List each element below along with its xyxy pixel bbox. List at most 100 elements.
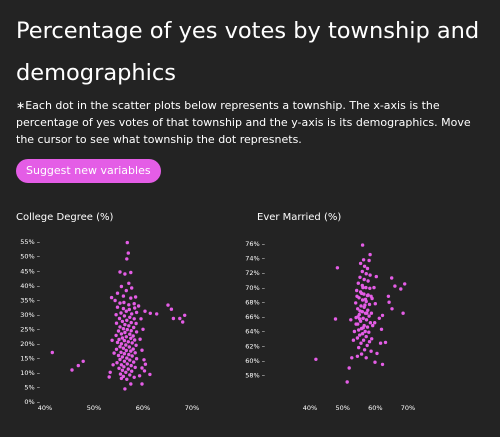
township-dot[interactable] [370, 337, 374, 341]
township-dot[interactable] [129, 270, 133, 275]
township-dot[interactable] [119, 350, 123, 354]
township-dot[interactable] [363, 297, 368, 301]
township-dot[interactable] [127, 281, 131, 285]
township-dot[interactable] [114, 333, 118, 338]
township-dot[interactable] [120, 368, 125, 372]
township-dot[interactable] [121, 306, 126, 311]
township-dot[interactable] [143, 362, 148, 366]
township-dot[interactable] [122, 338, 127, 343]
township-dot[interactable] [358, 261, 363, 266]
township-dot[interactable] [112, 351, 116, 355]
township-dot[interactable] [352, 329, 357, 334]
township-dot[interactable] [107, 375, 111, 379]
township-dot[interactable] [113, 298, 117, 303]
township-dot[interactable] [362, 277, 366, 282]
township-dot[interactable] [120, 319, 125, 324]
township-dot[interactable] [367, 314, 371, 318]
township-dot[interactable] [129, 349, 133, 353]
township-dot[interactable] [122, 314, 127, 318]
township-dot[interactable] [127, 352, 131, 357]
township-dot[interactable] [140, 348, 144, 352]
township-dot[interactable] [123, 322, 127, 327]
township-dot[interactable] [127, 345, 131, 349]
township-dot[interactable] [361, 326, 365, 330]
township-dot[interactable] [129, 382, 133, 386]
township-dot[interactable] [125, 356, 129, 360]
township-dot[interactable] [368, 252, 372, 257]
township-dot[interactable] [355, 336, 360, 340]
township-dot[interactable] [372, 285, 376, 290]
township-dot[interactable] [357, 345, 361, 350]
township-dot[interactable] [134, 310, 139, 315]
township-dot[interactable] [121, 294, 126, 298]
township-dot[interactable] [125, 377, 129, 381]
township-dot[interactable] [117, 366, 121, 370]
township-dot[interactable] [386, 294, 391, 298]
township-dot[interactable] [360, 269, 364, 274]
township-dot[interactable] [109, 295, 114, 300]
township-dot[interactable] [118, 345, 122, 349]
township-dot[interactable] [355, 354, 360, 358]
township-dot[interactable] [138, 337, 142, 341]
township-dot[interactable] [129, 320, 133, 325]
township-dot[interactable] [363, 303, 367, 307]
township-dot[interactable] [132, 360, 136, 364]
township-dot[interactable] [370, 296, 374, 301]
township-dot[interactable] [351, 338, 356, 342]
township-dot[interactable] [127, 303, 131, 307]
township-dot[interactable] [132, 302, 136, 306]
township-dot[interactable] [124, 288, 128, 293]
township-dot[interactable] [364, 272, 368, 276]
township-dot[interactable] [358, 309, 362, 313]
township-dot[interactable] [134, 357, 139, 361]
township-dot[interactable] [128, 358, 132, 362]
township-dot[interactable] [360, 243, 365, 247]
township-dot[interactable] [124, 309, 128, 313]
township-dot[interactable] [354, 322, 358, 326]
township-dot[interactable] [126, 340, 130, 344]
township-dot[interactable] [166, 303, 170, 307]
township-dot[interactable] [115, 340, 120, 345]
township-dot[interactable] [366, 293, 370, 297]
township-dot[interactable] [128, 315, 132, 319]
township-dot[interactable] [367, 330, 371, 334]
township-dot[interactable] [142, 369, 147, 373]
township-dot[interactable] [369, 311, 374, 315]
township-dot[interactable] [380, 362, 385, 367]
township-dot[interactable] [359, 291, 364, 296]
township-dot[interactable] [357, 328, 361, 332]
township-dot[interactable] [123, 330, 127, 335]
township-dot[interactable] [355, 288, 359, 293]
township-dot[interactable] [121, 346, 126, 350]
township-dot[interactable] [359, 352, 364, 356]
township-dot[interactable] [355, 294, 359, 298]
township-dot[interactable] [393, 284, 397, 288]
township-dot[interactable] [130, 341, 134, 345]
township-dot[interactable] [122, 352, 127, 356]
township-dot[interactable] [81, 359, 85, 363]
township-dot[interactable] [116, 329, 121, 333]
township-dot[interactable] [70, 368, 74, 372]
township-dot[interactable] [124, 343, 128, 347]
township-dot[interactable] [356, 315, 360, 319]
township-dot[interactable] [125, 257, 129, 261]
township-dot[interactable] [403, 282, 407, 286]
township-dot[interactable] [367, 258, 371, 263]
township-dot[interactable] [115, 305, 120, 309]
township-dot[interactable] [380, 313, 385, 318]
township-dot[interactable] [148, 311, 152, 315]
township-dot[interactable] [383, 340, 388, 345]
township-dot[interactable] [124, 370, 128, 374]
township-dot[interactable] [118, 270, 122, 274]
township-dot[interactable] [116, 353, 121, 358]
township-dot[interactable] [129, 336, 133, 340]
scatter-plot-ever-married[interactable]: 58% – 60% – 62% – 64% – 66% – 68% – 70% – 72% –… [240, 230, 500, 420]
township-dot[interactable] [350, 356, 354, 360]
township-dot[interactable] [127, 307, 131, 312]
township-dot[interactable] [359, 304, 363, 308]
township-dot[interactable] [183, 313, 187, 317]
township-dot[interactable] [155, 312, 159, 316]
township-dot[interactable] [365, 266, 370, 271]
township-dot[interactable] [134, 343, 138, 347]
township-dot[interactable] [130, 369, 134, 373]
